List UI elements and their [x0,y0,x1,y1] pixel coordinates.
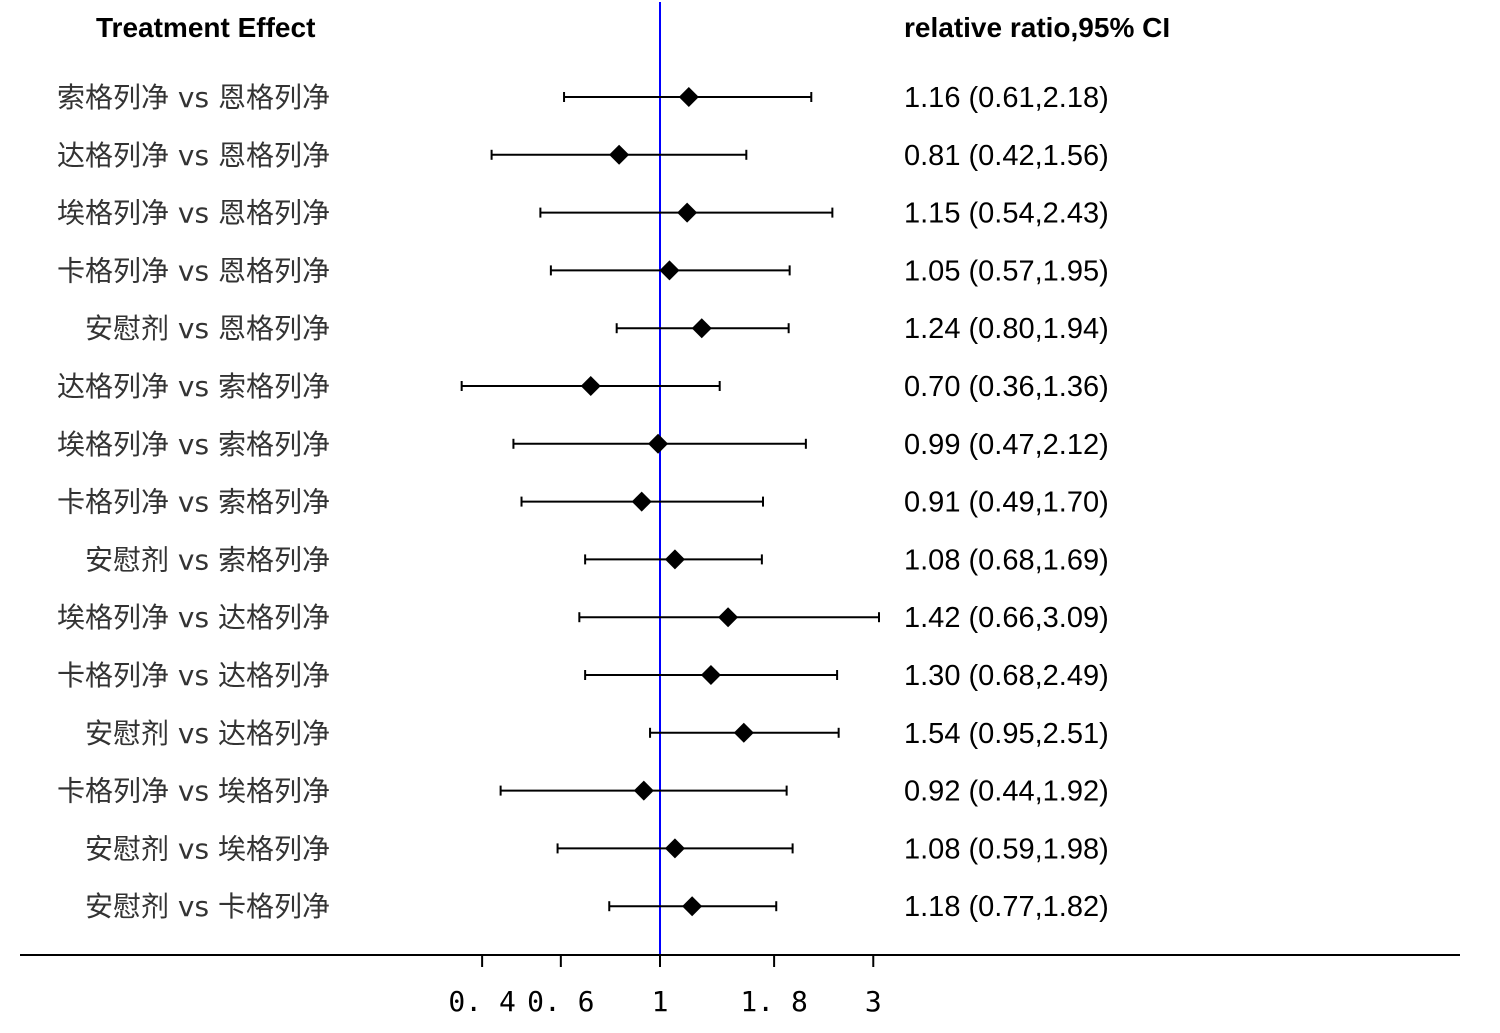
row-label: 安慰剂 vs 埃格列净 [85,832,330,865]
estimate-diamond [633,780,654,801]
ci-text: 1.16 (0.61,2.18) [904,82,1109,114]
ci-text: 0.99 (0.47,2.12) [904,429,1109,461]
ci-text: 1.15 (0.54,2.43) [904,198,1109,230]
row-label: 安慰剂 vs 恩格列净 [85,312,330,345]
row-label: 埃格列净 vs 索格列净 [57,428,330,461]
ci-text: 0.91 (0.49,1.70) [904,487,1109,519]
forest-row: 达格列净 vs 索格列净 0.70 (0.36,1.36) [57,370,1109,403]
forest-row: 索格列净 vs 恩格列净 1.16 (0.61,2.18) [57,81,1109,114]
forest-row: 卡格列净 vs 达格列净 1.30 (0.68,2.49) [57,659,1109,692]
estimate-diamond [682,896,703,917]
estimate-diamond [664,838,685,859]
estimate-diamond [648,433,669,454]
ci-text: 0.92 (0.44,1.92) [904,776,1109,808]
forest-row: 安慰剂 vs 卡格列净 1.18 (0.77,1.82) [85,890,1109,923]
estimate-diamond [677,202,698,223]
estimate-diamond [718,607,739,628]
row-label: 卡格列净 vs 达格列净 [57,659,330,692]
forest-row: 卡格列净 vs 恩格列净 1.05 (0.57,1.95) [57,254,1109,287]
forest-row: 达格列净 vs 恩格列净 0.81 (0.42,1.56) [57,139,1109,172]
row-label: 达格列净 vs 恩格列净 [57,139,330,172]
ci-text: 1.08 (0.59,1.98) [904,833,1109,865]
row-label: 埃格列净 vs 达格列净 [57,601,330,634]
estimate-diamond [659,260,680,281]
row-label: 安慰剂 vs 索格列净 [85,543,330,576]
forest-row: 埃格列净 vs 恩格列净 1.15 (0.54,2.43) [57,197,1109,230]
estimate-diamond [691,318,712,339]
ci-text: 1.18 (0.77,1.82) [904,891,1109,923]
x-tick-label: 0. 4 [448,985,515,1018]
ci-text: 0.81 (0.42,1.56) [904,140,1109,172]
estimate-diamond [631,491,652,512]
forest-row: 安慰剂 vs 恩格列净 1.24 (0.80,1.94) [85,312,1109,345]
x-tick-label: 3 [865,985,882,1018]
x-tick-label: 1. 8 [740,985,807,1018]
row-label: 卡格列净 vs 索格列净 [57,486,330,519]
row-label: 卡格列净 vs 埃格列净 [57,775,330,808]
ci-text: 0.70 (0.36,1.36) [904,371,1109,403]
estimate-diamond [678,87,699,107]
forest-row: 安慰剂 vs 埃格列净 1.08 (0.59,1.98) [85,832,1109,865]
estimate-diamond [664,549,685,570]
forest-row: 卡格列净 vs 埃格列净 0.92 (0.44,1.92) [57,775,1109,808]
ci-text: 1.30 (0.68,2.49) [904,660,1109,692]
forest-row: 安慰剂 vs 达格列净 1.54 (0.95,2.51) [85,717,1109,750]
row-label: 埃格列净 vs 恩格列净 [57,197,330,230]
forest-row: 卡格列净 vs 索格列净 0.91 (0.49,1.70) [57,486,1109,519]
estimate-diamond [609,144,630,165]
ci-text: 1.24 (0.80,1.94) [904,313,1109,345]
row-label: 卡格列净 vs 恩格列净 [57,254,330,287]
row-label: 安慰剂 vs 达格列净 [85,717,330,750]
left-header: Treatment Effect [96,12,315,43]
ci-text: 1.05 (0.57,1.95) [904,255,1109,287]
ci-text: 1.08 (0.68,1.69) [904,544,1109,576]
row-label: 达格列净 vs 索格列净 [57,370,330,403]
estimate-diamond [700,665,721,685]
forest-row: 埃格列净 vs 索格列净 0.99 (0.47,2.12) [57,428,1109,461]
ci-text: 1.54 (0.95,2.51) [904,718,1109,750]
right-header: relative ratio,95% CI [904,12,1170,43]
x-tick-label: 0. 6 [527,985,594,1018]
forest-row: 埃格列净 vs 达格列净 1.42 (0.66,3.09) [57,601,1109,634]
estimate-diamond [580,376,601,396]
forest-row: 安慰剂 vs 索格列净 1.08 (0.68,1.69) [85,543,1109,576]
ci-text: 1.42 (0.66,3.09) [904,602,1109,634]
row-label: 索格列净 vs 恩格列净 [57,81,330,114]
row-label: 安慰剂 vs 卡格列净 [85,890,330,923]
x-tick-label: 1 [652,985,669,1018]
estimate-diamond [733,722,754,743]
